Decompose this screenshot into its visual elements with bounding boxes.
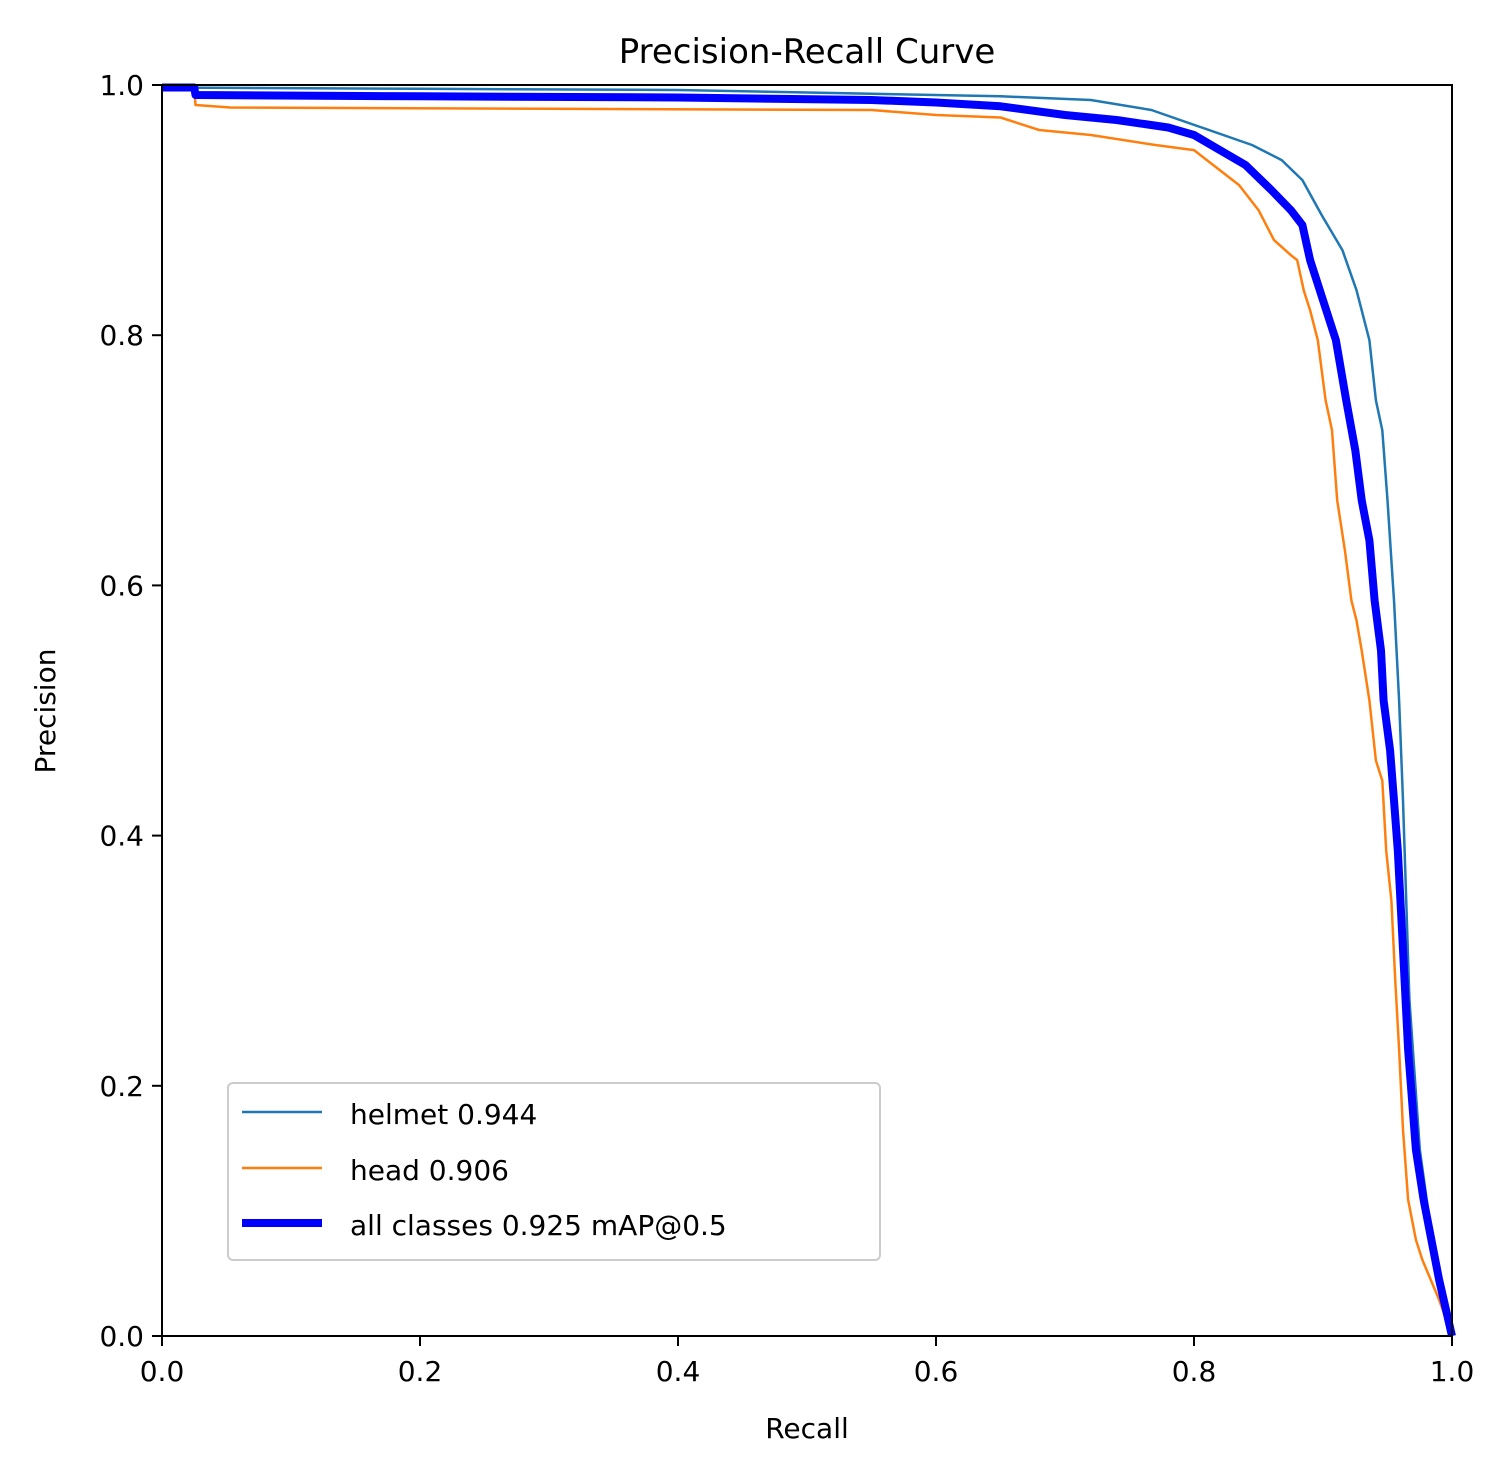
series-line-helmet (161, 86, 1454, 1337)
legend-label-all-classes: all classes 0.925 mAP@0.5 (350, 1209, 727, 1242)
y-tick-label: 0.2 (99, 1070, 144, 1103)
series-line-all (162, 83, 1456, 1337)
y-axis-label: Precision (29, 649, 62, 774)
x-tick-label: 0.8 (1172, 1355, 1217, 1388)
x-tick-label: 1.0 (1430, 1355, 1475, 1388)
y-tick-label: 0.8 (99, 319, 144, 352)
legend-label-head: head 0.906 (350, 1154, 509, 1187)
y-tick-label: 0.4 (99, 820, 144, 853)
axis-ticks: 0.0 0.2 0.4 0.6 0.8 1.0 0.0 0.2 0.4 0.6 0.8 1.0 (99, 69, 1474, 1388)
legend: helmet 0.944 head 0.906 all classes 0.92… (227, 1082, 881, 1261)
x-tick-label: 0.6 (914, 1355, 959, 1388)
x-tick-label: 0.0 (140, 1355, 185, 1388)
y-tick-label: 0.0 (99, 1320, 144, 1353)
series-layer (161, 83, 1456, 1337)
series-line-head (162, 86, 1454, 1337)
x-tick-label: 0.4 (656, 1355, 701, 1388)
chart-title: Precision-Recall Curve (619, 32, 996, 72)
legend-box (227, 1082, 881, 1261)
x-tick-label: 0.2 (398, 1355, 443, 1388)
y-tick-label: 1.0 (99, 69, 144, 102)
legend-label-helmet: helmet 0.944 (350, 1098, 537, 1131)
y-tick-label: 0.6 (99, 569, 144, 602)
plot-frame (161, 84, 1453, 1337)
x-axis-label: Recall (765, 1412, 849, 1445)
